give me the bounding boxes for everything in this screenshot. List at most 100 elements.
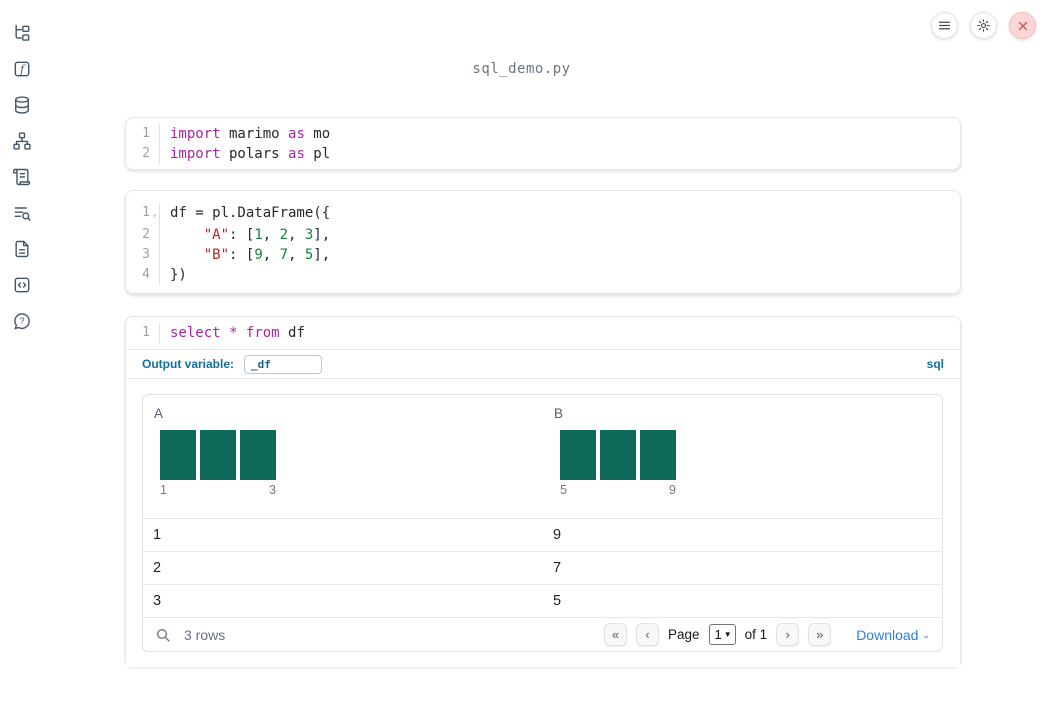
column-label: A <box>154 406 164 421</box>
cell-value: 5 <box>553 593 562 609</box>
gutter <box>150 225 160 245</box>
svg-text:f: f <box>19 63 26 76</box>
gutter <box>150 124 160 144</box>
download-label: Download <box>856 626 919 643</box>
histogram-b <box>560 430 942 480</box>
table-row[interactable]: 2 7 <box>143 552 942 585</box>
sql-cell: 1 select * from df Output variable: sql A… <box>125 316 961 667</box>
line-number: 3 <box>142 247 150 262</box>
close-button[interactable] <box>1009 12 1036 39</box>
code-text: "B": [9, 7, 5], <box>203 247 331 263</box>
code-text: }) <box>170 267 187 283</box>
documentation-icon[interactable] <box>12 239 32 259</box>
cell-value: 2 <box>153 560 162 576</box>
next-page-button[interactable]: › <box>776 623 800 646</box>
code-line[interactable]: 1 import marimo as mo <box>126 124 960 144</box>
page-select-value: 1 <box>714 627 722 642</box>
output-variable-input[interactable] <box>244 354 323 374</box>
code-line[interactable]: 1 select * from df <box>126 323 960 343</box>
code-text: import marimo as mo <box>170 126 331 142</box>
row-count-label: 3 rows <box>184 626 226 643</box>
table-row[interactable]: 3 5 <box>143 585 942 618</box>
file-explorer-icon[interactable] <box>12 23 32 43</box>
histogram-bar[interactable] <box>240 430 276 480</box>
cell-value: 9 <box>553 527 562 543</box>
code-line[interactable]: 4}) <box>126 265 960 285</box>
histogram-bar[interactable] <box>560 430 596 480</box>
variables-icon[interactable]: f <box>12 59 32 79</box>
page-total-label: of 1 <box>744 627 768 642</box>
sidebar: f <box>0 0 44 713</box>
search-button[interactable] <box>155 627 171 643</box>
gutter <box>150 265 160 285</box>
outline-search-icon[interactable] <box>12 203 32 223</box>
code-cell-imports: 1 import marimo as mo 2 import polars as pl <box>125 117 961 170</box>
column-label: B <box>554 406 564 421</box>
line-number: 2 <box>142 146 150 161</box>
table-header: A 1 3 B <box>143 395 942 519</box>
page-label: Page <box>667 627 700 642</box>
cell-value: 1 <box>153 527 162 543</box>
svg-text:?: ? <box>20 316 25 326</box>
code-text: import polars as pl <box>170 146 331 162</box>
code-text: select * from df <box>170 325 305 341</box>
line-number: 1 <box>142 126 150 141</box>
fold-chevron-icon[interactable]: ⌄ <box>150 203 160 225</box>
last-page-button[interactable]: » <box>808 623 832 646</box>
settings-button[interactable] <box>970 12 997 39</box>
line-number: 1 <box>142 205 150 220</box>
code-text: df = pl.DataFrame({ <box>170 205 331 221</box>
first-page-button[interactable]: « <box>603 623 627 646</box>
snippets-icon[interactable] <box>12 275 32 295</box>
histogram-bar[interactable] <box>600 430 636 480</box>
code-editor[interactable]: 1 ⌄ df = pl.DataFrame({2 "A": [1, 2, 3], 3 … <box>126 203 960 285</box>
tick-max: 3 <box>269 483 276 497</box>
histogram-bar[interactable] <box>640 430 676 480</box>
tick-min: 1 <box>160 483 167 497</box>
pagination: « ‹ Page 1 ▼ of 1 › » Download ⌄ <box>603 623 930 646</box>
datasources-icon[interactable] <box>12 95 32 115</box>
histogram-ticks: 5 9 <box>560 483 676 497</box>
notebook-controls <box>931 12 1036 39</box>
prev-page-button[interactable]: ‹ <box>635 623 659 646</box>
code-editor[interactable]: 1 import marimo as mo 2 import polars as pl <box>126 124 960 164</box>
cell-output-area: A 1 3 B <box>126 379 960 667</box>
code-line[interactable]: 2 "A": [1, 2, 3], <box>126 225 960 245</box>
sql-editor[interactable]: 1 select * from df <box>126 317 960 349</box>
line-number: 4 <box>142 267 150 282</box>
code-line[interactable]: 2 import polars as pl <box>126 144 960 164</box>
cell-value: 3 <box>153 593 162 609</box>
table-footer: 3 rows « ‹ Page 1 ▼ of 1 › » Download ⌄ <box>143 618 942 651</box>
column-header-b[interactable]: B 5 9 <box>543 395 942 518</box>
notebook-filename: sql_demo.py <box>472 61 571 77</box>
table-row[interactable]: 1 9 <box>143 519 942 552</box>
tick-min: 5 <box>560 483 567 497</box>
chevron-down-icon: ⌄ <box>922 630 930 640</box>
chevron-down-icon: ▼ <box>723 630 732 639</box>
page-select[interactable]: 1 ▼ <box>708 624 736 645</box>
histogram-ticks: 1 3 <box>160 483 276 497</box>
dataframe-table: A 1 3 B <box>142 394 943 652</box>
output-variable-label: Output variable: <box>142 357 235 371</box>
line-number: 1 <box>142 325 150 340</box>
histogram-a <box>160 430 543 480</box>
dependency-graph-icon[interactable] <box>12 131 32 151</box>
line-number: 2 <box>142 227 150 242</box>
column-header-a[interactable]: A 1 3 <box>143 395 543 518</box>
code-line[interactable]: 3 "B": [9, 7, 5], <box>126 245 960 265</box>
download-button[interactable]: Download ⌄ <box>856 627 930 643</box>
tick-max: 9 <box>669 483 676 497</box>
sql-cell-footer: Output variable: sql <box>126 349 960 379</box>
logs-icon[interactable] <box>12 167 32 187</box>
gutter <box>150 245 160 265</box>
language-badge: sql <box>926 357 944 371</box>
code-cell-dataframe: 1 ⌄ df = pl.DataFrame({2 "A": [1, 2, 3], 3 … <box>125 190 961 294</box>
code-line[interactable]: 1 ⌄ df = pl.DataFrame({ <box>126 203 960 225</box>
gutter <box>150 323 160 343</box>
gutter <box>150 144 160 164</box>
histogram-bar[interactable] <box>160 430 196 480</box>
help-icon[interactable]: ? <box>12 311 32 331</box>
histogram-bar[interactable] <box>200 430 236 480</box>
code-text: "A": [1, 2, 3], <box>203 227 331 243</box>
menu-button[interactable] <box>931 12 958 39</box>
